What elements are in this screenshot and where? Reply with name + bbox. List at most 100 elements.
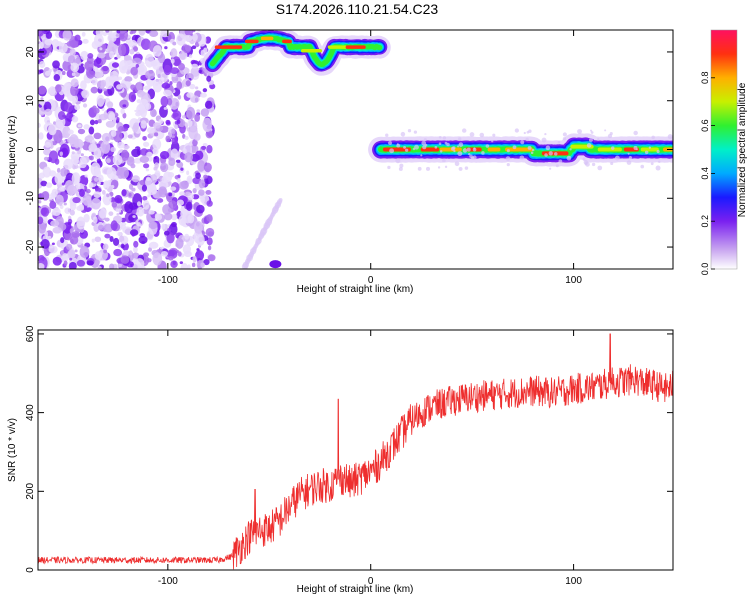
noise-blob bbox=[136, 103, 146, 116]
track-halo-dot bbox=[469, 132, 475, 137]
track-halo-dot bbox=[519, 155, 525, 161]
noise-blob bbox=[172, 56, 181, 67]
noise-blob bbox=[176, 33, 186, 46]
noise-blob bbox=[147, 194, 151, 198]
noise-blob bbox=[153, 155, 160, 165]
noise-blob bbox=[91, 77, 98, 86]
noise-blob bbox=[98, 174, 104, 183]
snr-y-tick-label: 0 bbox=[25, 567, 36, 573]
noise-blob bbox=[51, 242, 55, 246]
noise-blob bbox=[156, 178, 160, 182]
noise-blob bbox=[161, 73, 166, 78]
track-halo-dot bbox=[523, 131, 526, 135]
noise-blob bbox=[99, 181, 105, 185]
track-halo-dot bbox=[450, 146, 455, 151]
noise-blob bbox=[170, 67, 180, 75]
track-halo-dot bbox=[439, 150, 443, 153]
noise-blob bbox=[108, 211, 114, 216]
noise-blob bbox=[152, 79, 163, 93]
track-halo-dot bbox=[597, 138, 600, 141]
noise-blob bbox=[77, 128, 86, 135]
noise-blob bbox=[80, 80, 87, 90]
noise-blob bbox=[136, 201, 142, 207]
noise-blob bbox=[112, 237, 120, 246]
noise-blob bbox=[167, 255, 174, 261]
noise-blob bbox=[154, 162, 159, 169]
noise-blob bbox=[49, 200, 57, 209]
noise-blob bbox=[69, 209, 75, 216]
noise-blob bbox=[140, 148, 149, 156]
noise-blob bbox=[61, 70, 66, 76]
noise-blob bbox=[103, 249, 108, 254]
noise-blob bbox=[182, 45, 191, 54]
track-halo-dot bbox=[442, 136, 447, 140]
noise-blob bbox=[55, 121, 64, 130]
noise-blob bbox=[147, 156, 153, 162]
noise-blob bbox=[144, 53, 155, 68]
track-halo-dot bbox=[398, 166, 403, 171]
noise-blob bbox=[81, 31, 86, 37]
spectrogram-x-tick-label: -100 bbox=[158, 275, 178, 286]
noise-blob bbox=[105, 30, 110, 33]
noise-blob bbox=[96, 158, 102, 164]
noise-blob bbox=[126, 261, 134, 268]
noise-blob bbox=[155, 213, 163, 221]
noise-blob bbox=[202, 88, 208, 93]
noise-blob bbox=[140, 120, 147, 129]
noise-blob bbox=[159, 151, 170, 160]
noise-blob bbox=[185, 80, 191, 87]
noise-blob bbox=[76, 216, 86, 230]
noise-blob bbox=[136, 51, 140, 55]
chart-title: S174.2026.110.21.54.C23 bbox=[276, 1, 439, 17]
noise-blob bbox=[81, 89, 90, 99]
noise-blob bbox=[168, 200, 177, 209]
colorbar-tick-label: 0.4 bbox=[700, 167, 710, 180]
noise-blob bbox=[116, 117, 120, 122]
track-halo-dot bbox=[635, 148, 638, 151]
noise-blob bbox=[101, 166, 112, 175]
noise-blob bbox=[142, 141, 150, 147]
track-halo-dot bbox=[458, 137, 462, 141]
noise-blob bbox=[102, 31, 107, 37]
track-halo-dot bbox=[491, 140, 494, 143]
noise-blob bbox=[157, 73, 161, 79]
noise-blob bbox=[165, 135, 171, 143]
noise-blob bbox=[167, 97, 173, 106]
noise-blob bbox=[160, 162, 169, 173]
noise-blob bbox=[60, 167, 68, 177]
track-halo-dot bbox=[633, 130, 638, 136]
noise-blob bbox=[38, 221, 47, 234]
noise-blob bbox=[69, 257, 73, 261]
noise-blob bbox=[71, 231, 80, 238]
noise-blob bbox=[108, 76, 114, 84]
noise-blob bbox=[115, 39, 121, 46]
noise-blob bbox=[93, 66, 99, 72]
noise-blob bbox=[171, 128, 176, 135]
noise-blob bbox=[67, 249, 76, 260]
track-halo-dot bbox=[388, 141, 393, 145]
noise-blob bbox=[142, 135, 147, 141]
noise-blob bbox=[142, 195, 148, 201]
noise-blob bbox=[94, 33, 104, 47]
noise-blob bbox=[64, 102, 74, 113]
noise-blob bbox=[111, 62, 120, 68]
track-halo-dot bbox=[425, 166, 431, 171]
track-halo-dot bbox=[512, 145, 517, 150]
noise-blob bbox=[63, 158, 74, 170]
noise-blob bbox=[76, 259, 86, 267]
noise-blob bbox=[82, 195, 92, 206]
noise-blob bbox=[120, 108, 125, 115]
noise-blob bbox=[97, 224, 105, 231]
noise-blob bbox=[124, 201, 134, 214]
noise-blob bbox=[146, 151, 153, 158]
noise-blob bbox=[80, 50, 89, 61]
noise-blob bbox=[163, 230, 170, 236]
noise-blob bbox=[109, 235, 114, 242]
noise-blob bbox=[119, 99, 129, 109]
noise-blob bbox=[64, 207, 71, 214]
noise-blob bbox=[90, 162, 101, 177]
noise-blob bbox=[169, 81, 173, 85]
noise-blob bbox=[39, 60, 46, 69]
noise-blob bbox=[77, 165, 82, 169]
noise-blob bbox=[137, 66, 145, 73]
